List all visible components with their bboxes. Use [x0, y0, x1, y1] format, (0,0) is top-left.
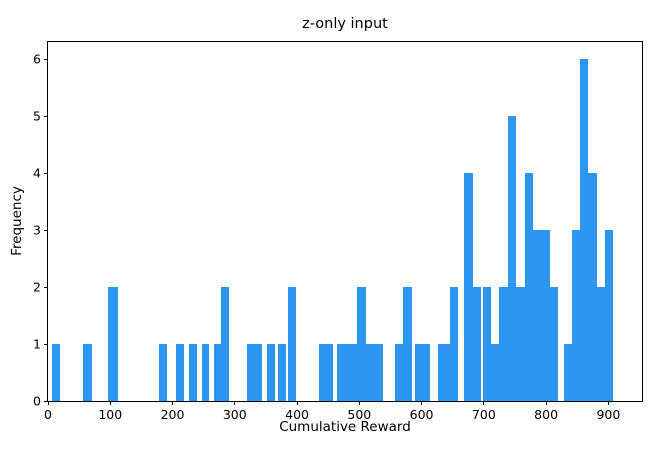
histogram-bar: [499, 287, 509, 401]
histogram-bar: [394, 344, 403, 401]
y-axis-tick-label: 1: [33, 336, 41, 352]
histogram-bar: [221, 287, 230, 401]
histogram-bar: [508, 116, 517, 401]
y-axis-tick: [44, 343, 48, 345]
histogram-bar: [533, 230, 550, 401]
histogram-bar: [214, 344, 222, 401]
x-axis-tick-label: 0: [44, 407, 52, 422]
histogram-bar: [288, 287, 297, 401]
histogram-bar: [51, 344, 60, 401]
y-axis-tick: [44, 172, 48, 174]
histogram-bar: [596, 287, 606, 401]
x-axis-tick-label: 100: [98, 407, 123, 422]
histogram-bar: [83, 344, 92, 401]
x-axis-tick: [545, 401, 547, 405]
histogram-bar: [158, 344, 167, 401]
histogram-bar: [449, 287, 458, 401]
x-axis-tick-label: 400: [285, 407, 309, 422]
histogram-bar: [108, 287, 118, 401]
chart-title: z-only input: [302, 16, 388, 32]
histogram-bar: [463, 173, 473, 401]
histogram-bar: [482, 287, 492, 401]
y-axis-tick-label: 0: [33, 393, 41, 409]
y-axis-tick: [44, 229, 48, 231]
x-axis-tick: [358, 401, 360, 405]
histogram-bar: [278, 344, 287, 401]
histogram-bar: [563, 344, 572, 401]
histogram-bar: [472, 287, 481, 401]
x-axis-tick-label: 200: [160, 407, 185, 422]
x-axis-tick: [109, 401, 111, 405]
y-axis-tick-label: 3: [33, 222, 41, 238]
histogram-bar: [438, 344, 450, 401]
y-axis-tick: [44, 58, 48, 60]
y-axis-tick: [44, 286, 48, 288]
histogram-bar: [580, 59, 589, 401]
x-axis-tick: [483, 401, 485, 405]
y-axis-tick-label: 5: [33, 108, 41, 124]
x-axis-tick-label: 500: [347, 407, 372, 422]
y-axis-tick-label: 4: [33, 165, 41, 181]
x-axis-tick-label: 900: [596, 407, 621, 422]
histogram-bar: [266, 344, 275, 401]
x-axis-tick-label: 700: [471, 407, 496, 422]
histogram-bar: [366, 344, 383, 401]
histogram-bar: [549, 287, 558, 401]
histogram-bar: [246, 344, 262, 401]
y-axis-tick: [44, 115, 48, 117]
y-axis-tick-label: 2: [33, 279, 41, 295]
histogram-bar: [588, 173, 597, 401]
histogram-bar: [414, 344, 431, 401]
plot-area: 0 100 200 300 400 500 600 700 800 900 0 1 2 3 4 5 6: [33, 41, 643, 422]
histogram-bar: [357, 287, 367, 401]
x-axis-tick: [607, 401, 609, 405]
x-axis-label: Cumulative Reward: [279, 419, 411, 435]
x-axis-tick-label: 300: [222, 407, 247, 422]
histogram-bar: [201, 344, 210, 401]
x-axis-tick: [47, 401, 49, 405]
histogram-bar: [605, 230, 614, 401]
histogram-bar: [516, 287, 525, 401]
histogram-bar: [319, 344, 333, 401]
histogram-bar: [189, 344, 198, 401]
histogram-bar: [336, 344, 358, 401]
x-axis-tick: [296, 401, 298, 405]
y-axis-label: Frequency: [9, 186, 25, 256]
histogram-bar: [571, 230, 581, 401]
histogram-bar: [491, 344, 500, 401]
x-axis-tick: [421, 401, 423, 405]
histogram-bar: [524, 173, 534, 401]
histogram-bar: [175, 344, 184, 401]
histogram-bar: [402, 287, 412, 401]
y-axis-tick-label: 6: [33, 51, 41, 67]
x-axis-tick-label: 600: [409, 407, 434, 422]
x-axis-tick: [234, 401, 236, 405]
x-axis-tick-label: 800: [534, 407, 559, 422]
x-axis-tick: [172, 401, 174, 405]
y-axis-tick: [44, 400, 48, 402]
